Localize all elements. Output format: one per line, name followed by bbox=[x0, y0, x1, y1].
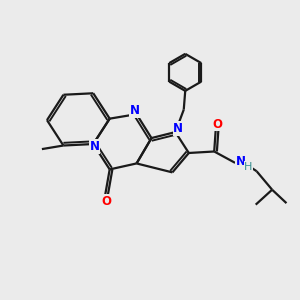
Text: O: O bbox=[212, 118, 222, 130]
Text: N: N bbox=[236, 155, 245, 168]
Text: O: O bbox=[102, 195, 112, 208]
Text: N: N bbox=[90, 140, 100, 153]
Text: H: H bbox=[244, 162, 252, 172]
Text: N: N bbox=[173, 122, 183, 135]
Text: N: N bbox=[130, 104, 140, 117]
